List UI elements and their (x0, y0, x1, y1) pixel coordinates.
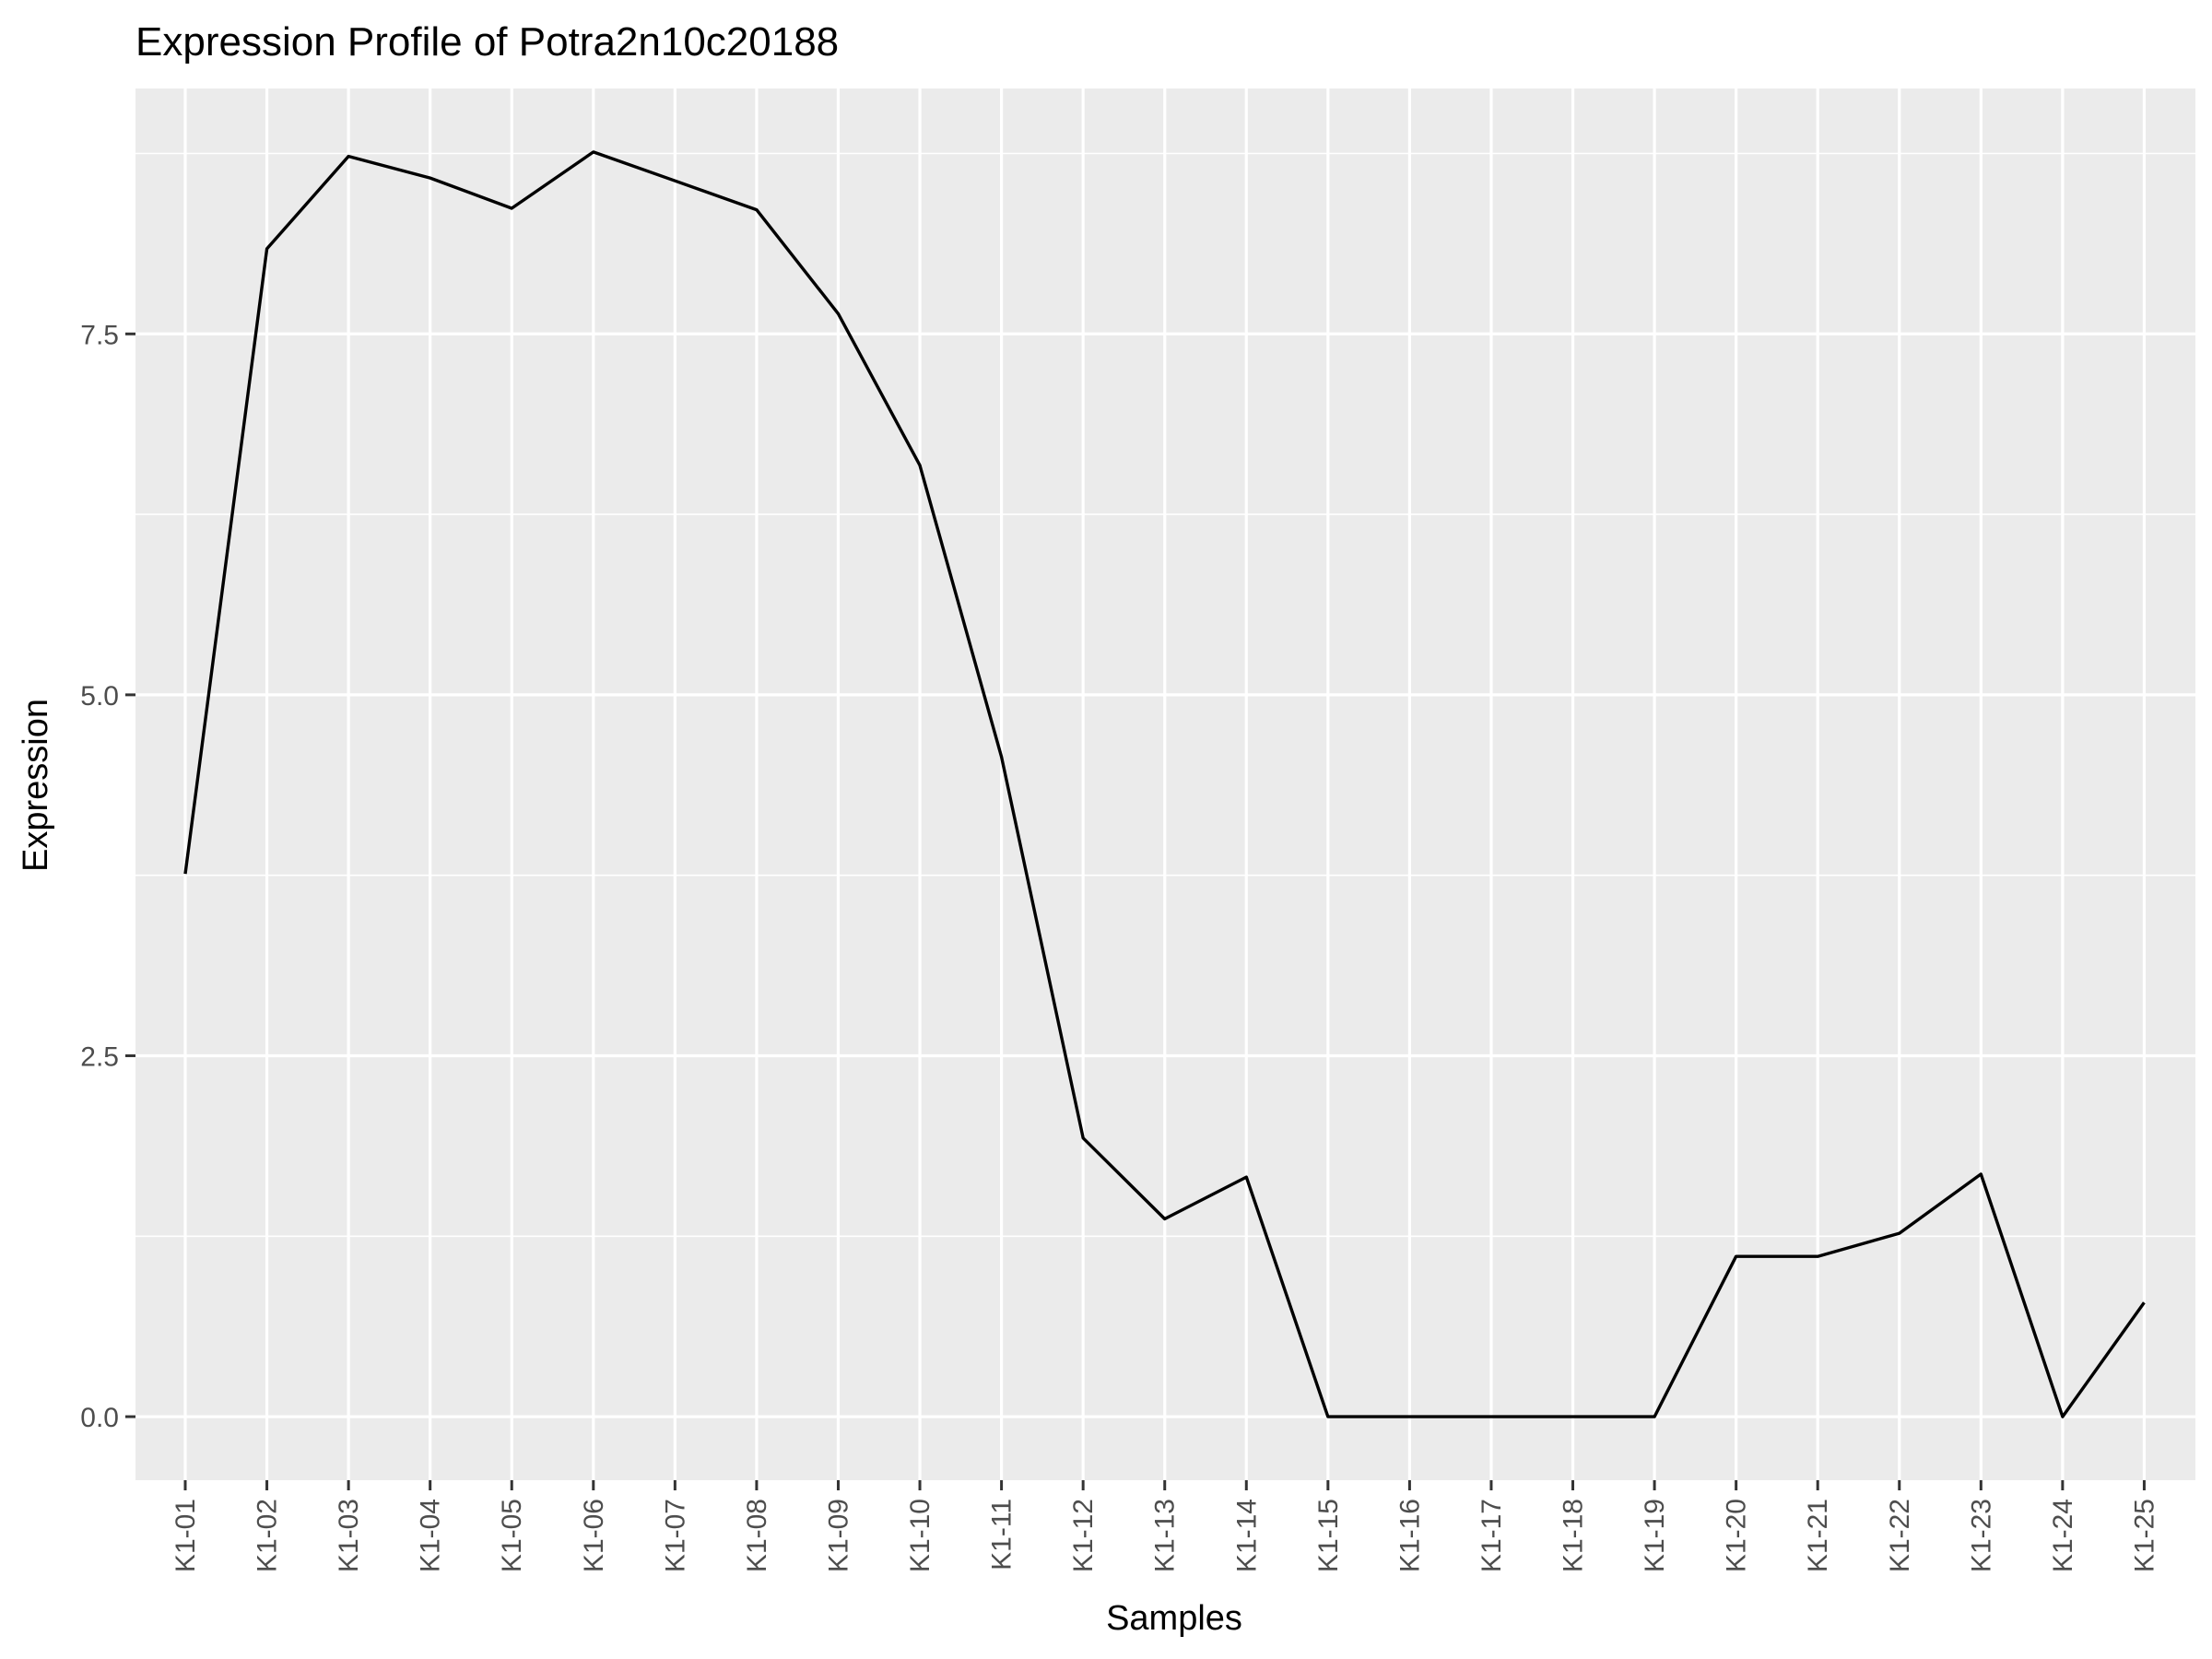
x-tick-label: K1-17 (1477, 1499, 1507, 1572)
x-tick-label: K1-06 (579, 1499, 609, 1572)
x-axis: K1-01 K1-02 K1-03 K1-04 K1-05 K1-06 K1-07 K1-08… (171, 1480, 2159, 1572)
y-tick-label: 5.0 (80, 681, 119, 712)
x-tick-label: K1-18 (1559, 1499, 1589, 1572)
x-axis-title: Samples (1106, 1599, 1242, 1638)
x-tick-label: K1-15 (1313, 1499, 1344, 1572)
x-tick-label: K1-16 (1394, 1499, 1425, 1572)
x-tick-label: K1-08 (742, 1499, 772, 1572)
chart-title: Expression Profile of Potra2n10c20188 (135, 19, 839, 65)
y-axis: 0.0 2.5 5.0 7.5 (80, 320, 135, 1433)
y-tick-label: 0.0 (80, 1403, 119, 1433)
x-tick-label: K1-22 (1885, 1499, 1915, 1572)
major-gridlines-x (183, 88, 2147, 1480)
x-tick-label: K1-25 (2129, 1499, 2159, 1572)
y-tick-label: 7.5 (80, 320, 119, 350)
x-tick-label: K1-02 (253, 1499, 283, 1572)
x-tick-label: K1-01 (171, 1499, 201, 1572)
x-tick-label: K1-23 (1966, 1499, 1996, 1572)
x-tick-label: K1-21 (1803, 1499, 1833, 1572)
x-tick-label: K1-13 (1150, 1499, 1181, 1572)
x-tick-label: K1-10 (905, 1499, 935, 1572)
x-tick-label: K1-05 (497, 1499, 527, 1572)
x-tick-label: K1-04 (416, 1499, 446, 1572)
x-tick-label: K1-20 (1722, 1499, 1752, 1572)
expression-series-line (183, 150, 2146, 1418)
x-tick-label: K1-03 (334, 1499, 364, 1572)
x-tick-label: K1-24 (2048, 1499, 2078, 1572)
x-tick-label: K1-12 (1068, 1499, 1099, 1572)
x-tick-label: K1-19 (1640, 1499, 1670, 1572)
x-tick-label: K1-09 (823, 1499, 853, 1572)
x-tick-label: K1-07 (660, 1499, 690, 1572)
x-tick-label: K1-14 (1231, 1499, 1262, 1572)
y-axis-title: Expression (17, 699, 55, 872)
y-tick-label: 2.5 (80, 1041, 119, 1072)
x-tick-label: K1-11 (987, 1499, 1018, 1571)
